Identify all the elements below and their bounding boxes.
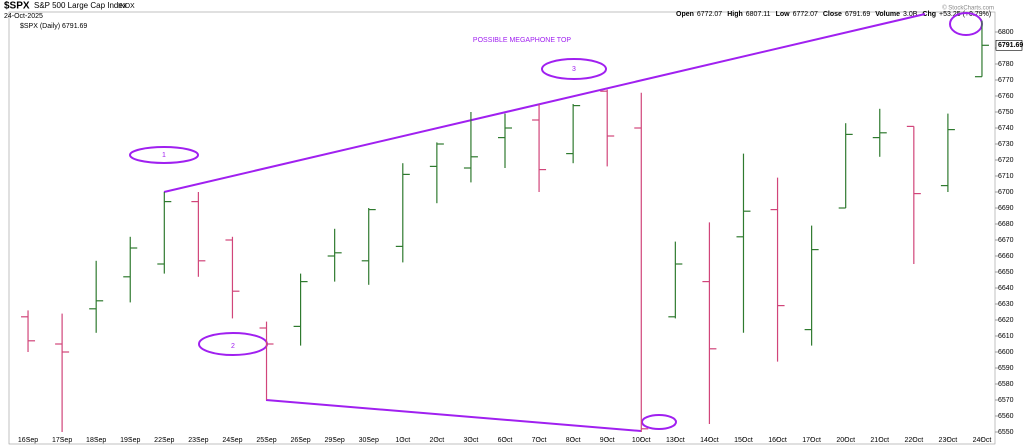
stat-label: Open bbox=[676, 11, 694, 18]
x-tick-label: 17Oct bbox=[802, 437, 821, 444]
x-tick-label: 10Oct bbox=[632, 437, 651, 444]
x-tick-label: 14Oct bbox=[700, 437, 719, 444]
x-tick-label: 26Sep bbox=[290, 437, 310, 444]
x-tick-label: 25Sep bbox=[256, 437, 276, 444]
x-tick-label: 22Sep bbox=[154, 437, 174, 444]
ellipse bbox=[641, 414, 677, 430]
x-tick-label: 16Oct bbox=[768, 437, 787, 444]
y-tick-label: 6760 bbox=[998, 93, 1014, 100]
y-tick-label: 6710 bbox=[998, 173, 1014, 180]
x-tick-label: 6Oct bbox=[498, 437, 513, 444]
y-tick-label: 6650 bbox=[998, 269, 1014, 276]
ellipse bbox=[129, 146, 199, 164]
y-tick-label: 6680 bbox=[998, 221, 1014, 228]
x-tick-label: 19Sep bbox=[120, 437, 140, 444]
stat-label: High bbox=[727, 11, 743, 18]
y-tick-label: 6580 bbox=[998, 381, 1014, 388]
stat-value: 6772.07 bbox=[793, 11, 818, 18]
exchange: INDX bbox=[118, 3, 135, 10]
date: 24-Oct-2025 bbox=[4, 13, 43, 20]
y-tick-label: 6720 bbox=[998, 157, 1014, 164]
x-tick-label: 22Oct bbox=[904, 437, 923, 444]
stat-label: Volume bbox=[875, 11, 900, 18]
annotation-label: 2 bbox=[231, 343, 235, 350]
y-tick-label: 6700 bbox=[998, 189, 1014, 196]
y-tick-label: 6590 bbox=[998, 365, 1014, 372]
y-tick-label: 6640 bbox=[998, 285, 1014, 292]
plot-frame bbox=[8, 11, 996, 445]
x-tick-label: 30Sep bbox=[359, 437, 379, 444]
ellipse bbox=[541, 58, 607, 80]
x-tick-label: 7Oct bbox=[532, 437, 547, 444]
x-tick-label: 15Oct bbox=[734, 437, 753, 444]
annotation-label: 3 bbox=[572, 66, 576, 73]
y-tick-label: 6780 bbox=[998, 61, 1014, 68]
y-tick-label: 6660 bbox=[998, 253, 1014, 260]
symbol: $SPX bbox=[4, 1, 30, 12]
x-tick-label: 24Sep bbox=[222, 437, 242, 444]
x-tick-label: 21Oct bbox=[870, 437, 889, 444]
y-tick-label: 6620 bbox=[998, 317, 1014, 324]
y-tick-label: 6560 bbox=[998, 413, 1014, 420]
x-tick-label: 1Oct bbox=[395, 437, 410, 444]
x-tick-label: 17Sep bbox=[52, 437, 72, 444]
stats: Open 6772.07 High 6807.11 Low 6772.07 Close 679… bbox=[676, 11, 991, 18]
y-tick-label: 6690 bbox=[998, 205, 1014, 212]
annotation-title: POSSIBLE MEGAPHONE TOP bbox=[473, 37, 571, 44]
x-tick-label: 8Oct bbox=[566, 437, 581, 444]
stat-label: Close bbox=[823, 11, 842, 18]
y-tick-label: 6600 bbox=[998, 349, 1014, 356]
y-tick-label: 6730 bbox=[998, 141, 1014, 148]
x-tick-label: 9Oct bbox=[600, 437, 615, 444]
y-tick-label: 6670 bbox=[998, 237, 1014, 244]
trendline-bottom bbox=[265, 399, 642, 432]
x-tick-label: 16Sep bbox=[18, 437, 38, 444]
stat-label: Chg bbox=[922, 11, 936, 18]
watermark: © StockCharts.com bbox=[942, 5, 994, 12]
stat-label: Low bbox=[776, 11, 791, 18]
x-tick-label: 23Oct bbox=[939, 437, 958, 444]
x-tick-label: 3Oct bbox=[464, 437, 479, 444]
annotation-label: 1 bbox=[162, 152, 166, 159]
last-price-label: 6791.69 bbox=[998, 42, 1023, 49]
stat-value: 6807.11 bbox=[746, 11, 771, 18]
y-tick-label: 6740 bbox=[998, 125, 1014, 132]
stat-value: 3.0B bbox=[903, 11, 918, 18]
stat-value: 6772.07 bbox=[697, 11, 722, 18]
y-tick-label: 6750 bbox=[998, 109, 1014, 116]
x-tick-label: 29Sep bbox=[325, 437, 345, 444]
y-tick-label: 6630 bbox=[998, 301, 1014, 308]
x-tick-label: 24Oct bbox=[973, 437, 992, 444]
stat-value: +53.25 (+0.79%) bbox=[939, 11, 991, 18]
x-tick-label: 23Sep bbox=[188, 437, 208, 444]
legend: $SPX (Daily) 6791.69 bbox=[20, 23, 87, 30]
trendline-top bbox=[163, 13, 926, 193]
x-tick-label: 2Oct bbox=[429, 437, 444, 444]
y-tick-label: 6570 bbox=[998, 397, 1014, 404]
y-tick-label: 6610 bbox=[998, 333, 1014, 340]
y-tick-label: 6800 bbox=[998, 29, 1014, 36]
last-price-box bbox=[995, 39, 1023, 51]
stat-value: 6791.69 bbox=[845, 11, 870, 18]
x-tick-label: 20Oct bbox=[836, 437, 855, 444]
y-tick-label: 6550 bbox=[998, 429, 1014, 436]
x-tick-label: 18Sep bbox=[86, 437, 106, 444]
index-name: S&P 500 Large Cap Index bbox=[34, 1, 127, 10]
y-tick-label: 6770 bbox=[998, 77, 1014, 84]
x-tick-label: 13Oct bbox=[666, 437, 685, 444]
